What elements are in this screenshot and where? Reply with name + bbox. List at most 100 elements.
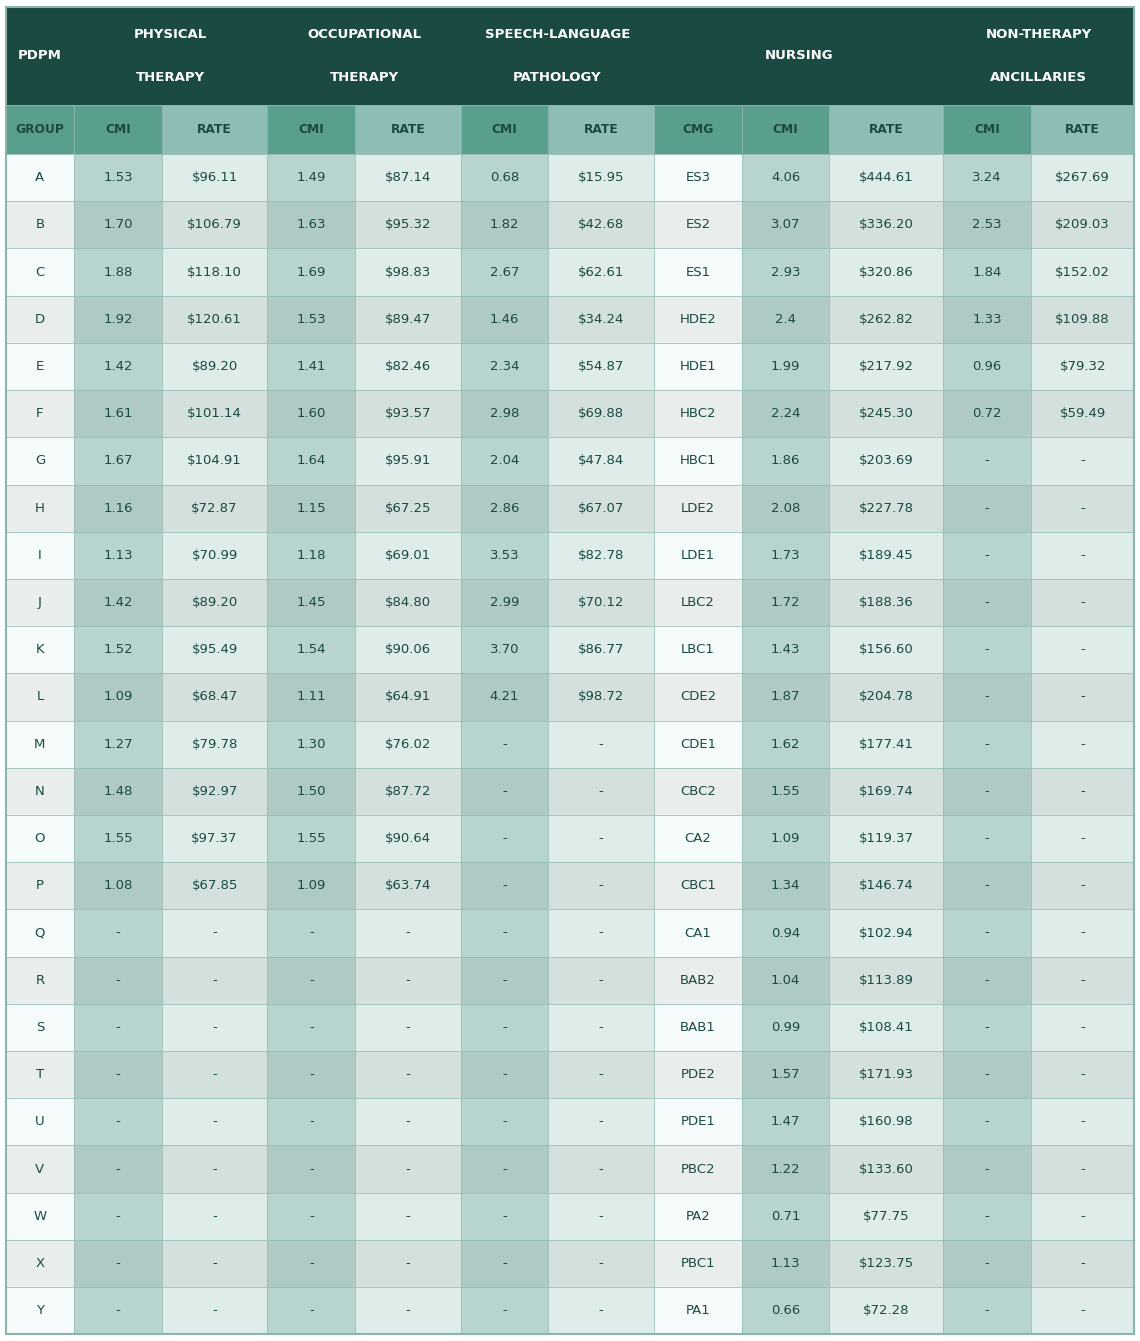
Text: $123.75: $123.75 [858,1257,914,1270]
Bar [6,1098,74,1145]
Bar [268,7,461,105]
Bar [654,1192,742,1240]
Bar [461,579,548,626]
Bar [944,1240,1031,1287]
Bar [268,815,355,862]
Text: 2.86: 2.86 [490,502,519,515]
Text: $95.91: $95.91 [384,455,431,468]
Text: PDPM: PDPM [18,50,62,62]
Bar [162,768,268,815]
Bar [548,532,654,579]
Bar [1031,673,1134,720]
Text: $42.68: $42.68 [578,219,625,232]
Text: $120.61: $120.61 [187,312,242,326]
Text: M: M [34,738,46,751]
Text: -: - [985,1116,990,1128]
Text: A: A [35,172,44,184]
Text: 3.07: 3.07 [771,219,800,232]
Bar [742,1287,829,1334]
Bar [74,1192,162,1240]
Text: $95.49: $95.49 [192,644,238,656]
Text: 1.04: 1.04 [771,974,800,987]
Bar [548,673,654,720]
Text: P: P [36,880,44,892]
Bar [654,248,742,296]
Text: -: - [212,1163,217,1176]
Text: HDE1: HDE1 [679,359,716,373]
Bar [548,390,654,437]
Text: -: - [309,1116,314,1128]
Text: -: - [212,927,217,940]
Text: -: - [985,927,990,940]
Text: 3.70: 3.70 [490,644,520,656]
Text: CMI: CMI [299,123,324,135]
Bar [548,1098,654,1145]
Text: ANCILLARIES: ANCILLARIES [991,71,1088,84]
Bar [461,7,654,105]
Bar [1031,532,1134,579]
Text: -: - [985,595,990,609]
Bar [162,956,268,1004]
Bar [355,484,461,532]
Text: SPEECH-LANGUAGE: SPEECH-LANGUAGE [484,28,630,40]
Bar [742,484,829,532]
Text: -: - [985,880,990,892]
Bar [355,815,461,862]
Text: -: - [212,1257,217,1270]
Bar [829,1192,944,1240]
Bar [162,437,268,484]
Text: -: - [115,974,121,987]
Bar [355,248,461,296]
Bar [944,105,1031,154]
Text: $72.87: $72.87 [192,502,238,515]
Text: RATE: RATE [584,123,619,135]
Bar [548,105,654,154]
Text: 1.53: 1.53 [296,312,326,326]
Text: -: - [598,974,603,987]
Text: RATE: RATE [1065,123,1100,135]
Text: -: - [985,1257,990,1270]
Bar [6,1240,74,1287]
Bar [355,343,461,390]
Text: -: - [115,1021,121,1034]
Text: $87.72: $87.72 [384,784,431,798]
Bar [829,1098,944,1145]
Bar [829,532,944,579]
Text: 1.70: 1.70 [104,219,132,232]
Bar [162,201,268,248]
Text: -: - [503,1021,507,1034]
Bar [6,296,74,343]
Bar [6,390,74,437]
Bar [268,390,355,437]
Text: $118.10: $118.10 [187,266,242,279]
Text: I: I [38,548,42,562]
Text: Q: Q [34,927,46,940]
Bar [1031,105,1134,154]
Bar [944,1145,1031,1192]
Bar [74,768,162,815]
Bar [1031,956,1134,1004]
Text: 2.04: 2.04 [490,455,519,468]
Bar [944,956,1031,1004]
Text: $160.98: $160.98 [860,1116,913,1128]
Text: BAB2: BAB2 [679,974,716,987]
Bar [6,720,74,768]
Text: -: - [503,1069,507,1081]
Bar [162,909,268,956]
Text: 1.34: 1.34 [771,880,800,892]
Bar [355,626,461,673]
Text: -: - [1081,1305,1085,1317]
Text: $34.24: $34.24 [578,312,625,326]
Bar [461,484,548,532]
Text: 1.42: 1.42 [104,359,132,373]
Text: 2.24: 2.24 [771,408,800,420]
Text: $67.25: $67.25 [384,502,431,515]
Bar [162,1051,268,1098]
Text: $152.02: $152.02 [1056,266,1110,279]
Bar [6,768,74,815]
Bar [461,673,548,720]
Bar [1031,1192,1134,1240]
Text: -: - [598,1069,603,1081]
Bar [829,248,944,296]
Bar [742,768,829,815]
